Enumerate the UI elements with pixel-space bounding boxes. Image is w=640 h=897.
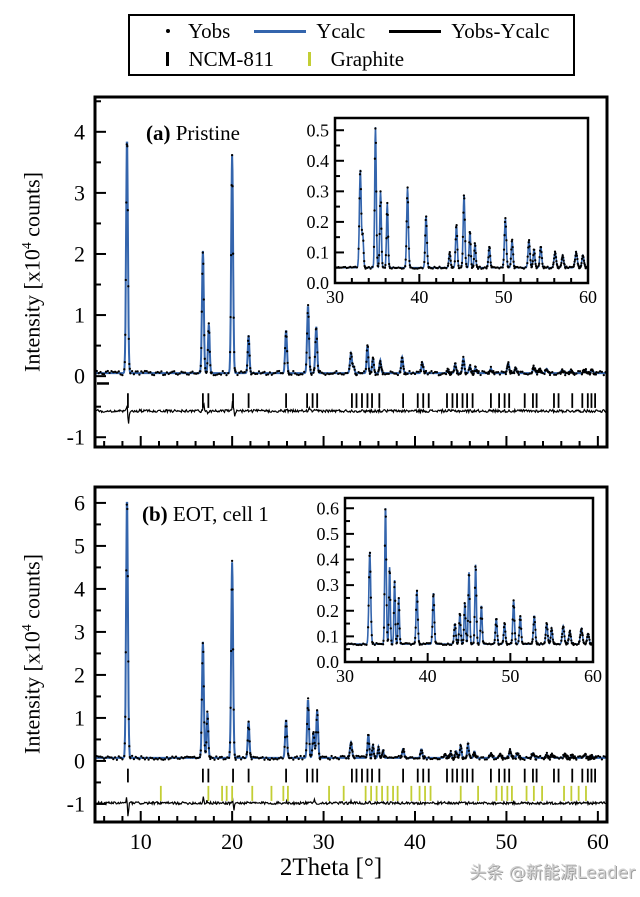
inset-b-xtick-label: 60 — [584, 666, 602, 686]
panel-b-ytick-label: 6 — [74, 490, 85, 515]
inset-b-xtick-label: 30 — [336, 666, 354, 686]
panel-a-ytick-label: 1 — [74, 303, 85, 328]
inset-a-ytick-label: 0.5 — [307, 120, 330, 140]
inset-b-ytick-label: 0.0 — [317, 652, 340, 672]
inset-a-ytick-label: 0.0 — [307, 273, 330, 293]
panel-b-xtick-label: 50 — [495, 829, 517, 854]
graphite-tick-icon — [308, 52, 311, 66]
panel-a-ytick-label: -1 — [67, 425, 85, 450]
panel-a-ytick-label: 0 — [74, 364, 85, 389]
legend-label-ncm811: NCM-811 — [188, 46, 275, 71]
inset-b-ytick-label: 0.6 — [317, 498, 340, 518]
panel-a-title-text: Pristine — [175, 121, 240, 145]
panel-a-y-axis-label: Intensity [x104 counts] — [19, 172, 45, 372]
panel-b-ytick-label: 0 — [74, 748, 85, 773]
legend-row-2: NCM-811 Graphite — [166, 45, 573, 73]
panel-a-ncm811-ticks — [127, 393, 597, 408]
inset-b-ytick-label: 0.1 — [317, 626, 340, 646]
legend-label-yobs: Yobs — [188, 18, 231, 43]
panel-b-graphite-ticks — [159, 785, 587, 801]
panel-b-ytick-label: -1 — [67, 791, 85, 816]
inset-a: 30 40 50 60 0.0 0.1 0.2 0.3 0.4 0.5 — [307, 116, 597, 307]
inset-b-ytick-label: 0.4 — [317, 550, 340, 570]
panel-b-title-text: EOT, cell 1 — [172, 502, 269, 526]
panel-b-ytick-label: 5 — [74, 533, 85, 558]
panel-b-ytick-label: 3 — [74, 619, 85, 644]
inset-b-xtick-label: 50 — [501, 666, 519, 686]
panel-b-xtick-label: 40 — [404, 829, 426, 854]
yobs-dot-icon — [166, 29, 170, 33]
x-axis-label: 2Theta [°] — [279, 854, 383, 881]
panel-b-xtick-label: 10 — [130, 829, 152, 854]
watermark: 头条 @新能源Leader — [469, 863, 635, 883]
inset-b: 30 40 50 60 0.0 0.1 0.2 0.3 0.4 0.5 0.6 — [317, 496, 602, 686]
legend-label-ycalc: Ycalc — [316, 18, 366, 43]
panel-b-ncm811-ticks — [127, 768, 597, 783]
panel-a-title-prefix: (a) — [146, 121, 171, 145]
panel-b-xtick-label: 20 — [221, 829, 243, 854]
panel-a-title: (a) Pristine — [146, 121, 240, 146]
inset-a-ytick-label: 0.4 — [307, 151, 330, 171]
panel-b-ytick-label: 2 — [74, 662, 85, 687]
panel-a-diff-curve — [95, 400, 607, 424]
inset-b-ytick-label: 0.2 — [317, 601, 340, 621]
inset-a-xtick-label: 30 — [326, 287, 344, 307]
inset-a-xtick-label: 60 — [579, 287, 597, 307]
panel-b-title: (b) EOT, cell 1 — [142, 502, 269, 527]
panel-b-ytick-label: 1 — [74, 705, 85, 730]
inset-a-ytick-label: 0.1 — [307, 243, 330, 263]
panel-b-ytick-label: 4 — [74, 576, 85, 601]
ycalc-line-icon — [254, 29, 307, 33]
panel-b-title-prefix: (b) — [142, 502, 168, 526]
panel-a-ytick-label: 2 — [74, 241, 85, 266]
legend-label-diff: Yobs-Ycalc — [451, 18, 550, 43]
panel-a-ytick-label: 4 — [74, 119, 85, 144]
legend-row-1: Yobs Ycalc Yobs-Ycalc — [166, 17, 573, 45]
panel-b-diff-curve — [95, 796, 607, 817]
legend-label-graphite: Graphite — [330, 46, 405, 71]
panel-b-y-axis-label: Intensity [x104 counts] — [19, 554, 45, 754]
panel-b-xtick-label: 60 — [587, 829, 609, 854]
inset-a-ytick-label: 0.3 — [307, 181, 330, 201]
inset-a-xtick-label: 40 — [410, 287, 428, 307]
inset-a-ytick-label: 0.2 — [307, 212, 330, 232]
diff-line-icon — [389, 29, 442, 33]
panel-a-ytick-label: 3 — [74, 180, 85, 205]
inset-b-xtick-label: 40 — [419, 666, 437, 686]
ncm811-tick-icon — [166, 52, 169, 66]
panel-b-xtick-label: 30 — [313, 829, 335, 854]
legend: Yobs Ycalc Yobs-Ycalc NCM-811 Graphite — [128, 14, 575, 76]
inset-b-ytick-label: 0.5 — [317, 524, 340, 544]
inset-b-ytick-label: 0.3 — [317, 575, 340, 595]
inset-a-xtick-label: 50 — [495, 287, 513, 307]
